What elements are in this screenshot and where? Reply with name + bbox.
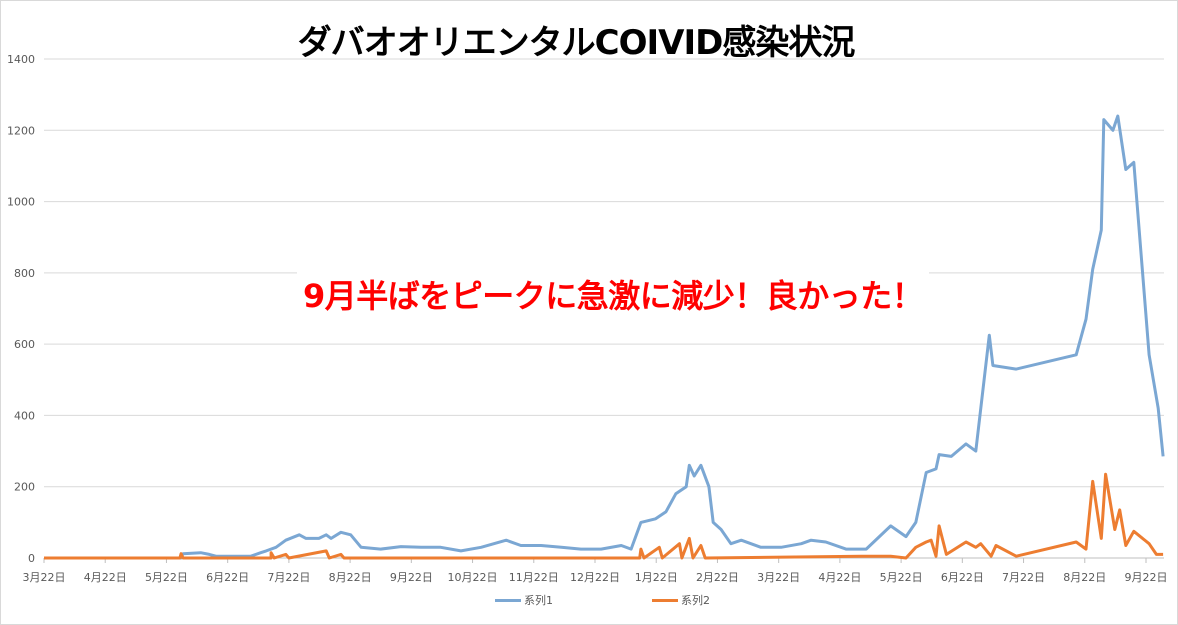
x-tick-label: 4月22日: [818, 571, 861, 584]
series-line-2: [44, 472, 1164, 560]
legend-item-series1: 系列1: [495, 592, 553, 608]
legend-item-series2: 系列2: [652, 592, 710, 608]
legend-label-series2: 系列2: [681, 594, 710, 607]
legend-swatch-series2: [652, 598, 678, 602]
x-tick-label: 10月22日: [448, 571, 498, 584]
x-tick-label: 1月22日: [635, 571, 678, 584]
x-tick-label: 2月22日: [696, 571, 739, 584]
y-tick-label: 200: [14, 481, 35, 494]
x-tick-label: 4月22日: [84, 571, 127, 584]
x-tick-label: 5月22日: [880, 571, 923, 584]
legend-label-series1: 系列1: [524, 594, 553, 607]
x-tick-label: 8月22日: [329, 571, 372, 584]
x-tick-label: 6月22日: [206, 571, 249, 584]
y-tick-label: 0: [28, 552, 35, 565]
y-tick-label: 600: [14, 338, 35, 351]
y-tick-label: 1000: [7, 196, 35, 209]
x-tick-label: 3月22日: [23, 571, 66, 584]
y-tick-label: 400: [14, 409, 35, 422]
y-tick-label: 1400: [7, 53, 35, 66]
x-tick-label: 9月22日: [1125, 571, 1168, 584]
x-tick-label: 12月22日: [570, 571, 620, 584]
y-tick-label: 1200: [7, 124, 35, 137]
x-tick-label: 9月22日: [390, 571, 433, 584]
x-tick-label: 7月22日: [1002, 571, 1045, 584]
x-tick-label: 6月22日: [941, 571, 984, 584]
x-tick-label: 8月22日: [1063, 571, 1106, 584]
y-tick-label: 800: [14, 267, 35, 280]
x-tick-label: 5月22日: [145, 571, 188, 584]
x-tick-label: 11月22日: [509, 571, 559, 584]
chart-annotation: 9月半ばをピークに急激に減少！良かった！: [297, 269, 930, 319]
x-tick-label: 3月22日: [757, 571, 800, 584]
chart-title: ダバオオリエンタルCOIVID感染状況: [297, 23, 856, 63]
legend-swatch-series1: [495, 598, 521, 602]
x-tick-label: 7月22日: [267, 571, 310, 584]
series-line-1: [44, 114, 1165, 560]
